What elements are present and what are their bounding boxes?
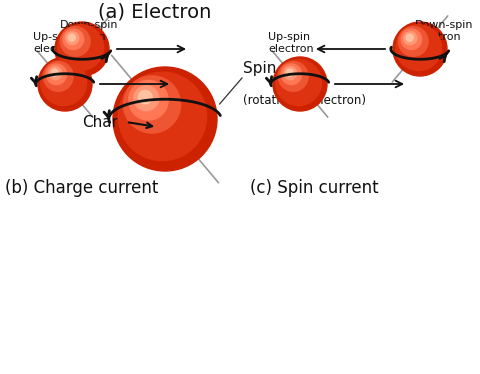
Circle shape bbox=[38, 57, 92, 111]
Circle shape bbox=[41, 60, 86, 105]
Circle shape bbox=[281, 64, 301, 85]
Text: Down-spin
electron: Down-spin electron bbox=[415, 20, 473, 42]
Circle shape bbox=[118, 72, 206, 160]
Circle shape bbox=[134, 86, 159, 111]
Circle shape bbox=[68, 34, 75, 41]
Circle shape bbox=[60, 27, 90, 56]
Text: Down-spin
electron: Down-spin electron bbox=[60, 20, 119, 42]
Text: Spin: Spin bbox=[243, 61, 276, 76]
Circle shape bbox=[273, 57, 327, 111]
Circle shape bbox=[396, 25, 442, 71]
Circle shape bbox=[43, 62, 73, 91]
Circle shape bbox=[49, 67, 62, 80]
Circle shape bbox=[66, 32, 79, 45]
Circle shape bbox=[113, 67, 217, 171]
Circle shape bbox=[284, 67, 297, 80]
Circle shape bbox=[278, 62, 308, 91]
Circle shape bbox=[398, 27, 428, 56]
Circle shape bbox=[46, 64, 67, 85]
Circle shape bbox=[51, 69, 58, 76]
Text: (rotation of electron): (rotation of electron) bbox=[243, 94, 366, 107]
Circle shape bbox=[286, 69, 293, 76]
Text: Up-spin
electron: Up-spin electron bbox=[268, 33, 313, 54]
Circle shape bbox=[404, 32, 417, 45]
Circle shape bbox=[63, 29, 84, 49]
Circle shape bbox=[55, 22, 109, 76]
Circle shape bbox=[393, 22, 447, 76]
Text: Up-spin
electron: Up-spin electron bbox=[33, 33, 79, 54]
Text: (c) Spin current: (c) Spin current bbox=[250, 179, 379, 197]
Circle shape bbox=[139, 91, 152, 104]
Circle shape bbox=[123, 76, 180, 133]
Circle shape bbox=[276, 60, 322, 105]
Circle shape bbox=[406, 34, 413, 41]
Circle shape bbox=[129, 80, 168, 120]
Circle shape bbox=[401, 29, 421, 49]
Text: (a) Electron: (a) Electron bbox=[98, 2, 212, 21]
Text: (b) Charge current: (b) Charge current bbox=[5, 179, 158, 197]
Circle shape bbox=[58, 25, 104, 71]
Text: Charge: Charge bbox=[82, 114, 137, 129]
